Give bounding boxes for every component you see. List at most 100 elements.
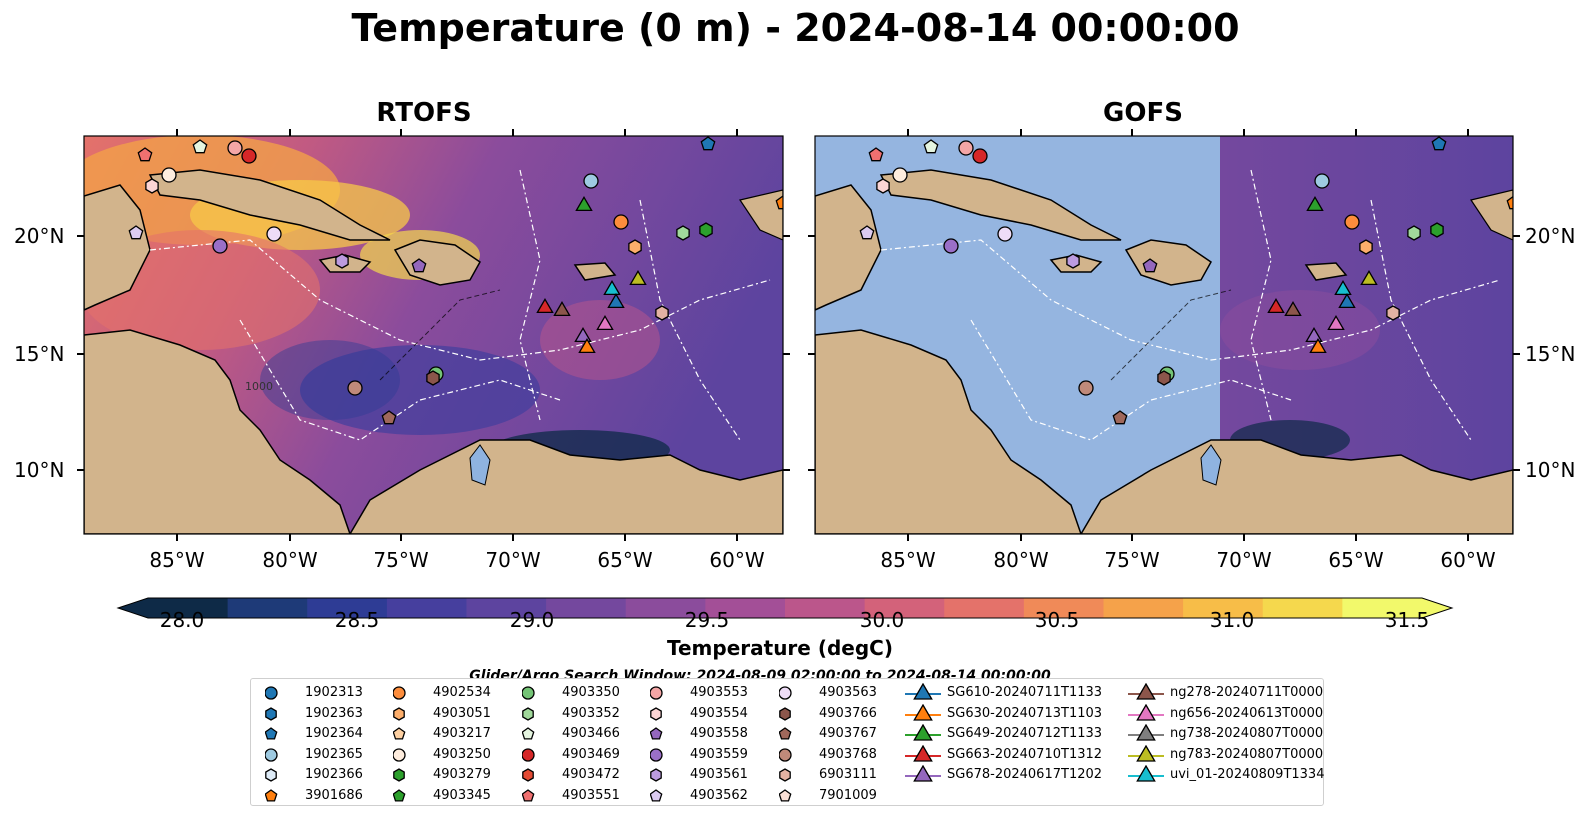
lon-label-rtofs-70w: 70°W <box>485 548 541 572</box>
colorbar-swatch <box>148 598 229 618</box>
map-marker <box>265 768 277 782</box>
map-marker <box>1359 239 1373 255</box>
map-marker <box>1338 293 1356 309</box>
colorbar-swatch <box>386 598 467 618</box>
map-marker <box>779 788 792 802</box>
map-marker <box>913 683 933 700</box>
map-marker <box>596 315 614 331</box>
map-marker <box>522 768 534 782</box>
legend-label: uvi_01-20240809T1334 <box>1170 767 1325 782</box>
map-marker <box>335 253 349 269</box>
legend-label: 4903279 <box>433 767 491 782</box>
legend-marker-icon <box>265 788 278 802</box>
map-marker <box>227 140 243 156</box>
map-marker <box>1431 136 1447 151</box>
map-marker <box>393 747 406 762</box>
map-marker <box>347 380 363 396</box>
map-marker <box>650 788 663 802</box>
legend-marker-icon <box>522 727 535 740</box>
map-marker <box>700 136 716 151</box>
legend-label: 4902534 <box>433 685 491 700</box>
legend-label: 4903767 <box>819 726 877 741</box>
legend-marker-icon <box>393 788 406 802</box>
colorbar-extend-high <box>1422 598 1452 618</box>
legend-marker-icon <box>1128 724 1164 741</box>
lat-label-15n-right: 15°N <box>1525 342 1576 366</box>
map-marker <box>1334 280 1352 296</box>
colorbar-swatch <box>546 598 627 618</box>
map-marker <box>613 214 629 230</box>
colorbar-swatch <box>864 598 945 618</box>
map-marker <box>1306 196 1324 212</box>
legend-label: 4903558 <box>690 726 748 741</box>
legend-label: ng738-20240807T0000 <box>1170 726 1324 741</box>
colorbar-extend-low <box>118 598 148 618</box>
map-marker <box>411 258 427 273</box>
map-marker <box>381 410 397 425</box>
legend-label: 4903350 <box>562 685 620 700</box>
map-marker <box>1157 370 1171 386</box>
map-marker <box>655 305 669 321</box>
legend-marker-icon <box>779 747 792 762</box>
map-marker <box>972 148 988 164</box>
map-marker <box>1136 744 1156 762</box>
map-marker <box>1136 703 1156 721</box>
legend-marker-icon <box>650 747 663 762</box>
map-marker <box>1066 253 1080 269</box>
colorbar-swatch <box>1023 598 1104 618</box>
map-marker <box>574 327 592 343</box>
legend-label: 4903352 <box>562 705 620 721</box>
colorbar-tick: 30.0 <box>859 608 905 632</box>
panel-title-rtofs: RTOFS <box>376 98 472 128</box>
map-marker <box>923 139 939 154</box>
legend-marker-icon <box>522 686 535 700</box>
map-marker <box>1078 380 1094 396</box>
map-marker <box>1142 258 1158 273</box>
legend-label: 4903561 <box>690 767 748 782</box>
legend-marker-icon <box>905 744 941 762</box>
lon-label-gofs-85w: 85°W <box>880 548 936 572</box>
legend-marker-icon <box>779 727 792 740</box>
legend-marker-icon <box>905 724 941 741</box>
map-marker <box>650 686 663 700</box>
map-marker <box>913 724 933 741</box>
legend-label: 4903051 <box>433 705 491 721</box>
lat-label-10n-left: 10°N <box>14 458 65 482</box>
map-marker <box>1360 270 1378 286</box>
lon-label-rtofs-80w: 80°W <box>262 548 318 572</box>
map-marker <box>629 270 647 286</box>
map-marker <box>1136 765 1156 782</box>
colorbar-swatch <box>785 598 866 618</box>
legend-label: 4903469 <box>562 746 620 762</box>
map-marker <box>265 727 278 740</box>
legend-label: 4903553 <box>690 685 748 700</box>
legend-marker-icon <box>1128 765 1164 782</box>
map-marker <box>1112 410 1128 425</box>
legend-label: 4903554 <box>690 705 748 721</box>
map-marker <box>892 167 908 183</box>
legend-label: SG610-20240711T1133 <box>947 685 1103 700</box>
legend-marker-icon <box>1128 683 1164 700</box>
lon-label-rtofs-85w: 85°W <box>149 548 205 572</box>
legend-label: 4903768 <box>819 746 877 762</box>
legend-label: SG630-20240713T1103 <box>947 705 1103 721</box>
legend-label: 1902364 <box>305 726 363 741</box>
legend-marker-icon <box>650 686 663 700</box>
map-marker <box>128 225 144 240</box>
colorbar-swatch <box>227 598 308 618</box>
colorbar-swatch <box>1342 598 1423 618</box>
map-marker <box>779 768 791 782</box>
map-marker <box>266 226 282 242</box>
map-marker <box>536 298 554 314</box>
map-marker <box>607 293 625 309</box>
map-marker <box>779 747 792 762</box>
map-marker <box>1136 683 1156 700</box>
map-marker <box>775 195 783 210</box>
colorbar-tick: 29.0 <box>509 608 555 632</box>
panel-title-gofs: GOFS <box>1103 98 1183 128</box>
map-marker <box>1430 222 1444 238</box>
legend-marker-icon <box>779 706 791 721</box>
colorbar-swatch <box>307 598 388 618</box>
map-marker <box>913 765 933 782</box>
